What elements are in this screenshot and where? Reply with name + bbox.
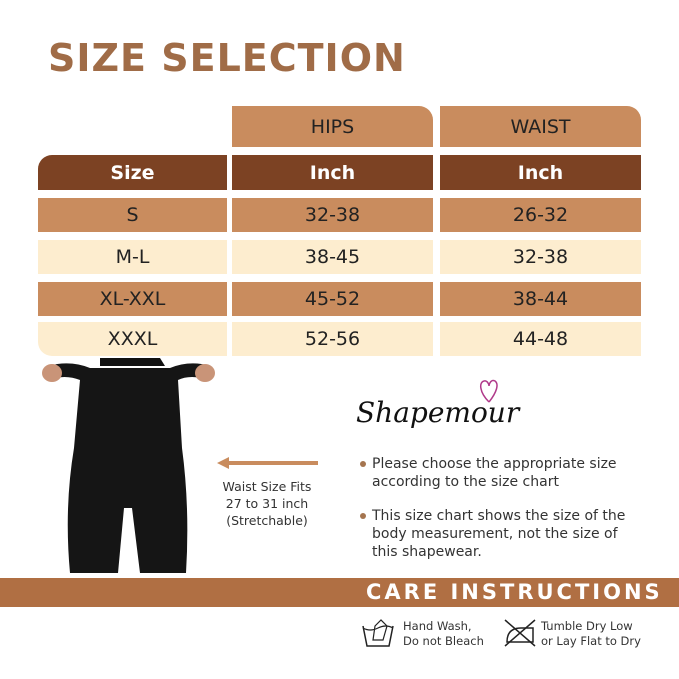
waist-cell: 26-32 <box>440 198 641 232</box>
care-text: Tumble Dry Low <box>541 619 633 633</box>
page-title: SIZE SELECTION <box>48 36 406 80</box>
care-text: Do not Bleach <box>403 634 484 648</box>
hips-cell: 38-45 <box>232 240 433 274</box>
bullet-text: This size chart shows the size of the bo… <box>372 508 626 560</box>
size-cell: XL-XXL <box>38 282 227 316</box>
bullet-text: Please choose the appropriate size accor… <box>372 456 617 490</box>
hips-header: HIPS <box>232 106 433 147</box>
brand-logo: Shapemour <box>352 372 519 442</box>
bullet-item: This size chart shows the size of the bo… <box>360 507 642 561</box>
heart-icon <box>479 379 498 403</box>
hips-cell: 52-56 <box>232 322 433 356</box>
hand-wash-icon <box>362 619 394 647</box>
bullet-item: Please choose the appropriate size accor… <box>360 455 642 491</box>
care-text: Hand Wash, <box>403 619 472 633</box>
no-tumble-dry-icon <box>504 619 536 647</box>
hips-unit-header: Inch <box>232 155 433 190</box>
size-cell: S <box>38 198 227 232</box>
waist-unit-header: Inch <box>440 155 641 190</box>
care-text: or Lay Flat to Dry <box>541 634 641 648</box>
waist-cell: 38-44 <box>440 282 641 316</box>
arrow-left-icon <box>217 457 318 469</box>
waist-note-line: Waist Size Fits <box>222 479 312 494</box>
size-col-header: Size <box>38 155 227 190</box>
shapewear-model-image <box>42 358 215 573</box>
waist-note-line: (Stretchable) <box>226 513 308 528</box>
waist-cell: 44-48 <box>440 322 641 356</box>
waist-note-line: 27 to 31 inch <box>225 496 309 511</box>
size-cell: M-L <box>38 240 227 274</box>
waist-cell: 32-38 <box>440 240 641 274</box>
hips-cell: 32-38 <box>232 198 433 232</box>
brand-name: Shapemour <box>356 396 520 429</box>
waist-header: WAIST <box>440 106 641 147</box>
care-instructions-banner: CARE INSTRUCTIONS <box>0 578 679 607</box>
hips-cell: 45-52 <box>232 282 433 316</box>
size-cell: XXXL <box>38 322 227 356</box>
